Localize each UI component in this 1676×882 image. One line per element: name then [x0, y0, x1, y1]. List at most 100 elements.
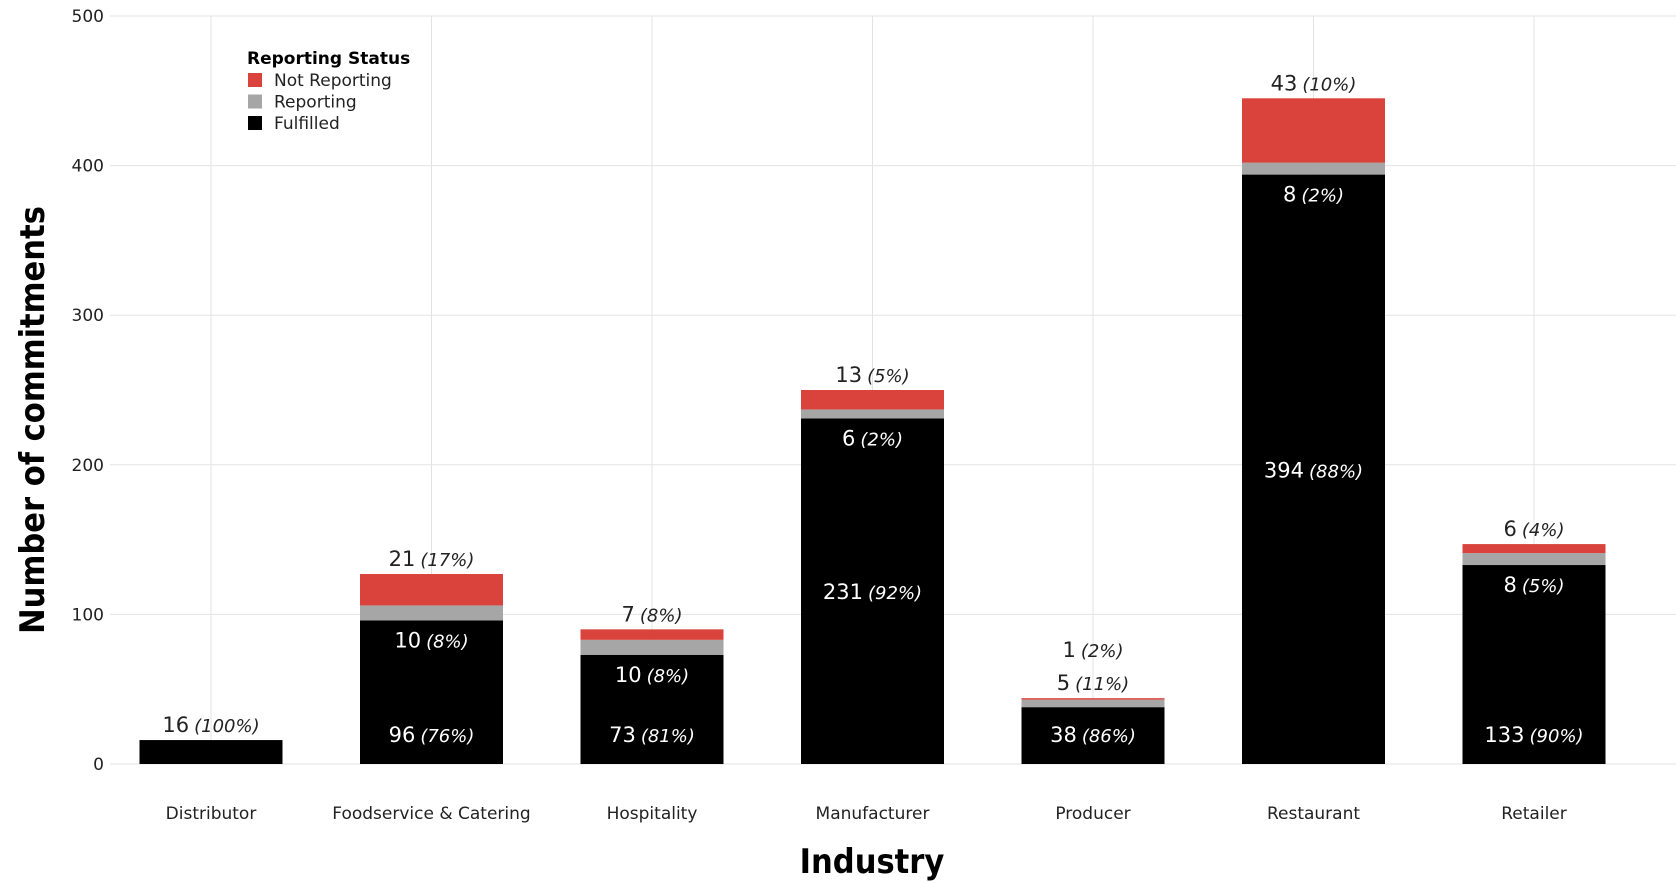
x-tick-label-distributor: Distributor [166, 804, 257, 824]
data-label-reporting-manufacturer: 6 (2%) [842, 426, 903, 450]
data-label-not-reporting-producer: 1 (2%) [1063, 638, 1124, 662]
data-label-reporting-restaurant: 8 (2%) [1283, 183, 1344, 207]
data-label-percent: (2%) [1081, 641, 1124, 662]
data-label-fulfilled-distributor: 16 (100%) [162, 713, 259, 737]
data-label-percent: (5%) [1522, 576, 1565, 597]
data-label-fulfilled-restaurant: 394 (88%) [1264, 458, 1363, 482]
data-label-value: 8 [1504, 573, 1517, 597]
data-label-value: 231 [823, 580, 863, 604]
x-tick-label-restaurant: Restaurant [1267, 804, 1360, 824]
x-tick-label-manufacturer: Manufacturer [816, 804, 930, 824]
data-label-fulfilled-retailer: 133 (90%) [1484, 723, 1583, 747]
data-label-value: 38 [1050, 723, 1077, 747]
data-label-reporting-foodservice-and-catering: 10 (8%) [394, 628, 468, 652]
legend-swatch-fulfilled [248, 116, 262, 130]
bar-segment-fulfilled-producer [1021, 707, 1165, 764]
data-label-not-reporting-foodservice-and-catering: 21 (17%) [389, 547, 475, 571]
data-label-value: 10 [394, 628, 421, 652]
x-tick-label-hospitality: Hospitality [607, 804, 698, 824]
data-label-reporting-producer: 5 (11%) [1057, 671, 1129, 695]
data-label-reporting-hospitality: 10 (8%) [615, 663, 689, 687]
bar-segment-reporting-restaurant [1242, 162, 1385, 175]
axes: 0 100 200 300 400 500 Distributor Foodservice &… [13, 7, 1567, 882]
y-tick-label: 0 [93, 755, 104, 775]
data-label-value: 5 [1057, 671, 1070, 695]
y-tick-label: 500 [72, 7, 104, 27]
x-axis-title: Industry [800, 842, 945, 882]
data-label-not-reporting-manufacturer: 13 (5%) [835, 363, 909, 387]
data-label-not-reporting-hospitality: 7 (8%) [622, 602, 683, 626]
y-tick-label: 400 [72, 157, 104, 177]
data-label-value: 6 [1504, 517, 1517, 541]
bar-segment-reporting-manufacturer [801, 409, 944, 419]
bar-segment-not-reporting-hospitality [580, 629, 724, 640]
data-label-percent: (86%) [1082, 726, 1136, 747]
data-label-fulfilled-manufacturer: 231 (92%) [823, 580, 922, 604]
x-tick-label-retailer: Retailer [1501, 804, 1567, 824]
bar-segment-fulfilled-retailer [1462, 565, 1606, 764]
y-tick-label: 100 [72, 605, 104, 625]
bar-segment-reporting-retailer [1462, 553, 1606, 566]
data-label-percent: (17%) [420, 550, 474, 571]
bar-segment-fulfilled-restaurant [1242, 174, 1385, 765]
data-label-percent: (76%) [420, 726, 474, 747]
legend-label-reporting: Reporting [274, 93, 357, 113]
data-label-percent: (88%) [1309, 461, 1363, 482]
data-label-percent: (92%) [868, 583, 922, 604]
y-axis-title: Number of commitments [13, 206, 53, 634]
data-label-value: 21 [389, 547, 416, 571]
legend-swatch-reporting [248, 94, 262, 109]
bar-segment-fulfilled-manufacturer [801, 418, 944, 764]
data-label-value: 1 [1063, 638, 1076, 662]
data-label-value: 96 [389, 723, 416, 747]
bar-segment-not-reporting-restaurant [1242, 98, 1385, 163]
data-label-value: 16 [162, 713, 189, 737]
legend-swatch-not-reporting [248, 73, 262, 87]
bar-segment-not-reporting-manufacturer [801, 390, 944, 410]
bar-segment-not-reporting-foodservice-and-catering [360, 574, 503, 606]
bar-segment-fulfilled-foodservice-and-catering [360, 620, 503, 764]
data-label-value: 73 [609, 723, 636, 747]
data-labels: 16 (100%) 96 (76%)10 (8%)21 (17%)73 (81%)10 (8%… [162, 71, 1583, 747]
bar-segment-fulfilled-distributor [139, 740, 283, 764]
legend-title: Reporting Status [247, 49, 410, 69]
data-label-percent: (11%) [1075, 674, 1129, 695]
data-label-value: 8 [1283, 183, 1296, 207]
data-label-percent: (90%) [1530, 726, 1584, 747]
data-label-percent: (2%) [860, 429, 903, 450]
data-label-percent: (8%) [647, 666, 690, 687]
data-label-fulfilled-producer: 38 (86%) [1050, 723, 1136, 747]
data-label-value: 394 [1264, 458, 1304, 482]
bar-segment-not-reporting-retailer [1462, 544, 1606, 554]
bars [139, 98, 1606, 765]
data-label-value: 43 [1271, 71, 1298, 95]
data-label-value: 13 [835, 363, 862, 387]
data-label-not-reporting-restaurant: 43 (10%) [1271, 71, 1357, 95]
data-label-percent: (2%) [1301, 186, 1344, 207]
bar-segment-fulfilled-hospitality [580, 654, 724, 764]
y-tick-label: 200 [72, 456, 104, 476]
data-label-percent: (100%) [194, 716, 260, 737]
bar-segment-not-reporting-producer [1021, 698, 1165, 700]
data-label-percent: (8%) [426, 631, 469, 652]
data-label-value: 133 [1484, 723, 1524, 747]
data-label-percent: (8%) [640, 605, 683, 626]
data-label-value: 7 [622, 602, 635, 626]
data-label-percent: (81%) [641, 726, 695, 747]
legend-label-not-reporting: Not Reporting [274, 71, 392, 91]
data-label-percent: (10%) [1302, 74, 1356, 95]
data-label-percent: (4%) [1522, 520, 1565, 541]
data-label-value: 6 [842, 426, 855, 450]
data-label-not-reporting-retailer: 6 (4%) [1504, 517, 1565, 541]
data-label-percent: (5%) [867, 366, 910, 387]
y-tick-label: 300 [72, 306, 104, 326]
data-label-reporting-retailer: 8 (5%) [1504, 573, 1565, 597]
data-label-fulfilled-foodservice-and-catering: 96 (76%) [389, 723, 475, 747]
data-label-value: 10 [615, 663, 642, 687]
x-tick-label-foodservice-and-catering: Foodservice & Catering [332, 804, 530, 824]
data-label-fulfilled-hospitality: 73 (81%) [609, 723, 695, 747]
legend-label-fulfilled: Fulfilled [274, 114, 340, 134]
